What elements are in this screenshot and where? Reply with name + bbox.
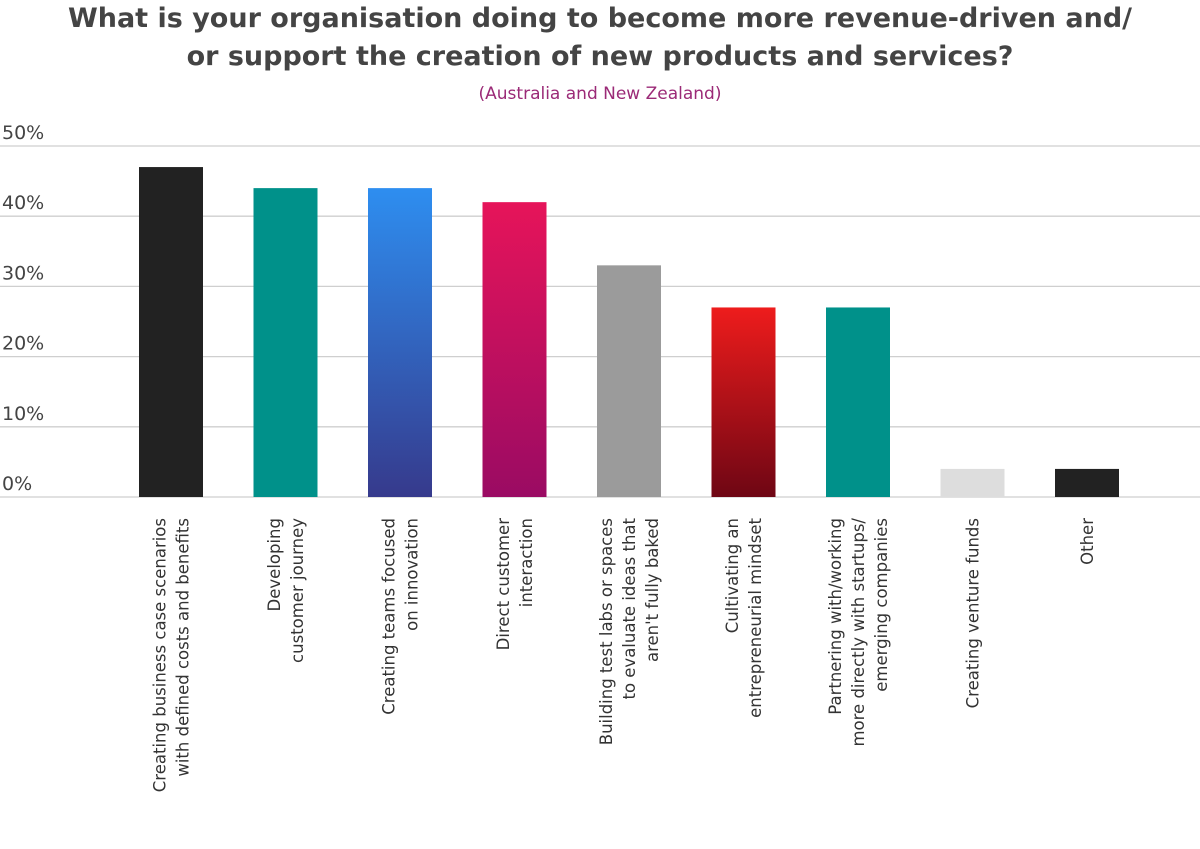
bar <box>597 265 661 497</box>
x-category-label-line: emerging companies <box>872 518 891 692</box>
x-category-label-line: Building test labs or spaces <box>597 518 616 745</box>
bar <box>253 188 318 497</box>
x-category-label: Other <box>1078 518 1097 565</box>
bar <box>1055 468 1119 497</box>
x-axis-labels: Creating business case scenarios with def… <box>151 517 1098 792</box>
x-category-label-line: Other <box>1078 518 1097 565</box>
chart-title-line-1: What is your organisation doing to becom… <box>67 3 1133 34</box>
y-tick-label: 0% <box>2 473 32 495</box>
x-category-label-line: interaction <box>517 518 536 607</box>
chart-subtitle: (Australia and New Zealand) <box>478 84 722 104</box>
x-category-label-line: to evaluate ideas that <box>620 517 639 699</box>
y-tick-label: 50% <box>2 122 44 144</box>
x-category-label-line: customer journey <box>288 518 307 663</box>
bar <box>482 202 547 497</box>
x-category-label-line: on innovation <box>403 518 422 631</box>
x-category-label-line: Developing <box>265 518 284 611</box>
x-category-label: Cultivating an entrepreneurial mindset <box>723 517 765 717</box>
x-category-label: Direct customer interaction <box>494 518 536 651</box>
x-category-label: Building test labs or spaces to evaluate … <box>597 517 662 745</box>
x-category-label: Partnering with/working more directly wit… <box>826 518 891 747</box>
x-category-label: Creating teams focused on innovation <box>380 518 422 715</box>
x-category-label-line: Direct customer <box>494 518 513 651</box>
x-category-label-line: Creating venture funds <box>964 518 983 708</box>
x-category-label-line: with defined costs and benefits <box>174 518 193 777</box>
x-category-label: Developing customer journey <box>265 518 307 663</box>
bars <box>139 167 1119 497</box>
bar <box>711 307 776 497</box>
x-category-label-line: Creating teams focused <box>380 518 399 715</box>
y-tick-label: 30% <box>2 262 44 284</box>
bar <box>940 468 1005 497</box>
x-category-label-line: more directly with startups/ <box>849 518 868 747</box>
y-tick-label: 20% <box>2 333 44 355</box>
x-category-label-line: Partnering with/working <box>826 518 845 715</box>
bar <box>368 188 432 497</box>
y-tick-label: 40% <box>2 192 44 214</box>
x-category-label-line: aren't fully baked <box>643 518 662 662</box>
x-category-label-line: Cultivating an <box>723 518 742 633</box>
y-tick-label: 10% <box>2 403 44 425</box>
chart-header: What is your organisation doing to becom… <box>0 0 1200 104</box>
chart-title-line-2: or support the creation of new products … <box>186 41 1014 72</box>
bar <box>139 167 203 497</box>
bar <box>826 307 890 497</box>
x-category-label: Creating business case scenarios with def… <box>151 518 193 792</box>
x-category-label: Creating venture funds <box>964 518 983 708</box>
y-axis-ticks: 0% 10% 20% 30% 40% 50% <box>2 122 44 495</box>
x-category-label-line: Creating business case scenarios <box>151 518 170 792</box>
x-category-label-line: entrepreneurial mindset <box>746 517 765 717</box>
